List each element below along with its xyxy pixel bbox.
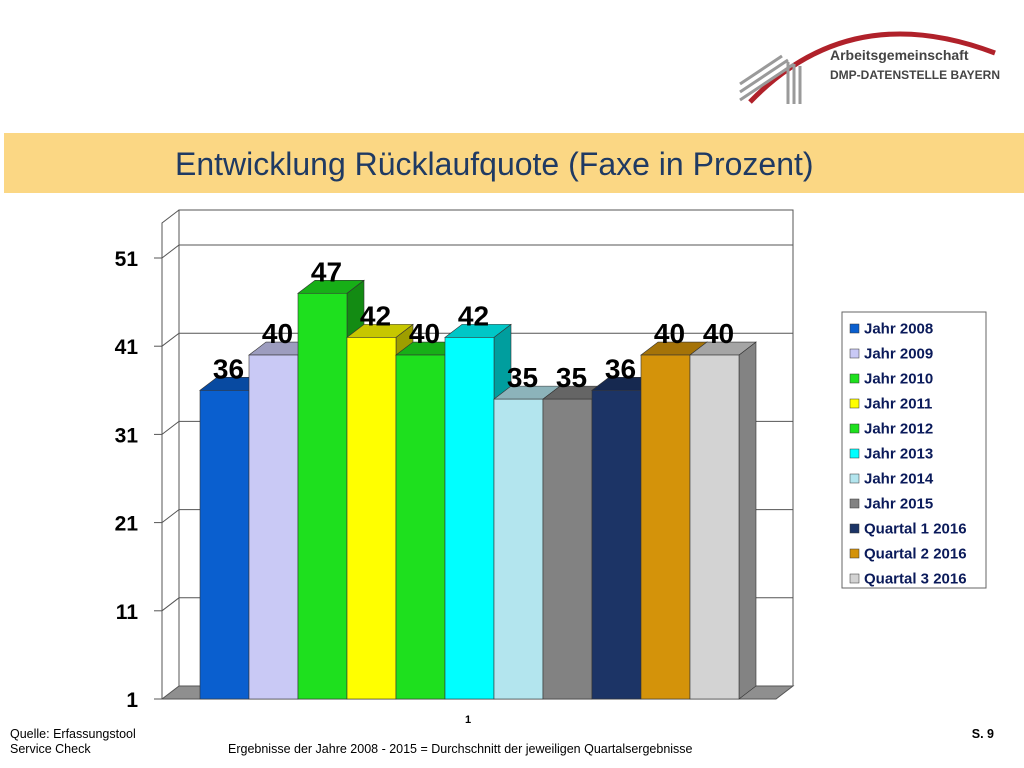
plot-back-wall [178, 209, 794, 686]
data-label: 40 [654, 318, 685, 349]
legend-label: Quartal 1 2016 [864, 521, 967, 538]
legend-item: Jahr 2009 [849, 346, 933, 363]
legend-label: Jahr 2015 [864, 496, 933, 513]
source-line-2: Service Check [10, 742, 91, 756]
bar-front [640, 354, 691, 700]
legend-swatch [849, 498, 860, 509]
data-label: 40 [703, 318, 734, 349]
title-band [4, 133, 1024, 193]
legend-swatch [849, 523, 860, 534]
logo-line1: Arbeitsgemeinschaft [830, 47, 969, 63]
data-label: 40 [409, 318, 440, 349]
legend-item: Jahr 2010 [849, 371, 933, 388]
bar-front [493, 398, 544, 700]
bar-front [199, 389, 250, 700]
bar-front [297, 292, 348, 700]
legend-item: Jahr 2013 [849, 446, 933, 463]
legend-swatch [849, 448, 860, 459]
legend-swatch [849, 573, 860, 584]
plot-side-wall [161, 209, 180, 699]
legend-label: Jahr 2014 [864, 471, 934, 488]
y-tick-label: 11 [116, 601, 139, 624]
bar-front [689, 354, 740, 700]
legend-box [841, 311, 987, 589]
bar [689, 341, 757, 700]
legend-label: Jahr 2008 [864, 321, 933, 338]
data-label: 35 [507, 362, 538, 393]
legend-swatch [849, 473, 860, 484]
legend-swatch [849, 398, 860, 409]
legend-item: Jahr 2008 [849, 321, 933, 338]
bar-front [248, 354, 299, 700]
legend-label: Jahr 2009 [864, 346, 933, 363]
bar-front [444, 337, 495, 700]
bar-front [591, 389, 642, 700]
legend-label: Jahr 2012 [864, 421, 933, 438]
legend-label: Quartal 2 2016 [864, 546, 967, 563]
bar-front [542, 398, 593, 700]
legend-swatch [849, 348, 860, 359]
bar-front [395, 354, 446, 700]
legend-item: Jahr 2015 [849, 496, 933, 513]
y-tick-label: 1 [126, 689, 138, 712]
page-number: S. 9 [971, 727, 994, 741]
data-label: 40 [262, 318, 293, 349]
legend-item: Quartal 3 2016 [849, 571, 967, 588]
legend-label: Quartal 3 2016 [864, 571, 967, 588]
data-label: 36 [605, 353, 636, 384]
legend-item: Quartal 2 2016 [849, 546, 967, 563]
y-tick-label: 51 [115, 248, 139, 271]
legend-swatch [849, 323, 860, 334]
legend-label: Jahr 2013 [864, 446, 933, 463]
y-tick-label: 21 [115, 513, 139, 536]
data-label: 35 [556, 362, 587, 393]
data-label: 42 [360, 300, 391, 331]
arbeitsgemeinschaft-logo: Arbeitsgemeinschaft DMP-DATENSTELLE BAYE… [739, 31, 1000, 104]
data-label: 36 [213, 353, 244, 384]
logo-line2: DMP-DATENSTELLE BAYERN [830, 68, 1000, 82]
x-tick-label: 1 [465, 714, 471, 726]
legend-swatch [849, 423, 860, 434]
legend-swatch [849, 373, 860, 384]
legend-item: Quartal 1 2016 [849, 521, 967, 538]
data-label: 47 [311, 256, 342, 287]
y-tick-label: 31 [115, 424, 139, 447]
legend-label: Jahr 2010 [864, 371, 933, 388]
legend-item: Jahr 2011 [849, 396, 932, 413]
footnote: Ergebnisse der Jahre 2008 - 2015 = Durch… [228, 742, 693, 756]
bar-side [738, 341, 757, 700]
bar-front [346, 337, 397, 700]
data-label: 42 [458, 300, 489, 331]
gridline [161, 244, 793, 259]
legend-item: Jahr 2012 [849, 421, 933, 438]
gridline [161, 332, 793, 347]
page-title: Entwicklung Rücklaufquote (Faxe in Proze… [175, 146, 814, 182]
legend-swatch [849, 548, 860, 559]
source-line-1: Quelle: Erfassungstool [10, 727, 136, 741]
y-tick-label: 41 [115, 336, 139, 359]
legend-item: Jahr 2014 [849, 471, 934, 488]
legend-label: Jahr 2011 [864, 396, 932, 413]
